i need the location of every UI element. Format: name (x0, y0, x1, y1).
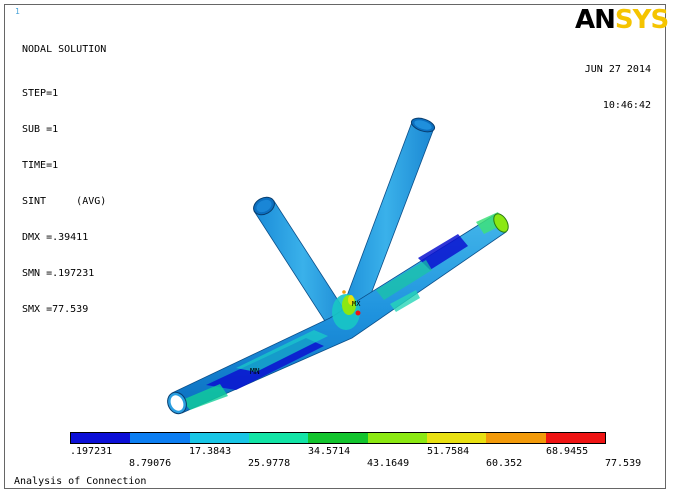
ansys-logo: ANSYS (575, 5, 669, 35)
legend-band-5 (308, 433, 368, 443)
info-smn: SMN =.197231 (22, 268, 95, 279)
info-time: TIME=1 (22, 160, 59, 171)
logo-sys: SYS (614, 5, 669, 35)
timestamp: JUN 27 2014 10:46:42 (585, 40, 651, 124)
brace-right (337, 117, 436, 329)
time-text: 10:46:42 (602, 100, 651, 111)
solution-info: NODAL SOLUTION STEP=1 SUB =1 TIME=1 SINT… (22, 20, 106, 328)
model-viewport[interactable]: MN MX (6, 100, 656, 430)
legend-label-top-5: 68.9455 (546, 446, 589, 457)
legend-label-bottom-4: 60.352 (486, 458, 523, 469)
legend-color-bar (70, 432, 606, 444)
info-step: STEP=1 (22, 88, 59, 99)
legend-band-6 (367, 433, 427, 443)
legend-label-bottom-3: 43.1649 (367, 458, 410, 469)
legend-band-9 (545, 433, 605, 443)
analysis-caption: Analysis of Connection (14, 476, 147, 487)
legend-band-4 (248, 433, 309, 443)
legend-band-2 (130, 433, 190, 443)
legend-label-bottom-5: 77.539 (605, 458, 642, 469)
joint-hotspot (332, 290, 361, 330)
legend-label-top-4: 51.7584 (427, 446, 470, 457)
min-marker: MN (250, 367, 260, 376)
solution-title: NODAL SOLUTION (22, 44, 107, 55)
legend-band-7 (426, 433, 487, 443)
info-sub: SUB =1 (22, 124, 59, 135)
legend-label-top-3: 34.5714 (308, 446, 351, 457)
legend-label-bottom-1: 8.79076 (129, 458, 172, 469)
legend-label-top-2: 17.3843 (189, 446, 232, 457)
graphics-window (4, 4, 666, 489)
info-sint: SINT (AVG) (22, 196, 107, 207)
max-marker: MX (352, 300, 361, 308)
brace-left (253, 196, 353, 333)
legend-label-bottom-2: 25.9778 (248, 458, 291, 469)
legend-label-top-1: .197231 (70, 446, 113, 457)
info-dmx: DMX =.39411 (22, 232, 89, 243)
date-text: JUN 27 2014 (584, 64, 651, 75)
info-smx: SMX =77.539 (22, 304, 89, 315)
window-number: 1 (15, 7, 20, 16)
legend-band-8 (486, 433, 546, 443)
legend-band-1 (71, 433, 131, 443)
logo-an: AN (575, 5, 616, 35)
legend-band-3 (189, 433, 249, 443)
